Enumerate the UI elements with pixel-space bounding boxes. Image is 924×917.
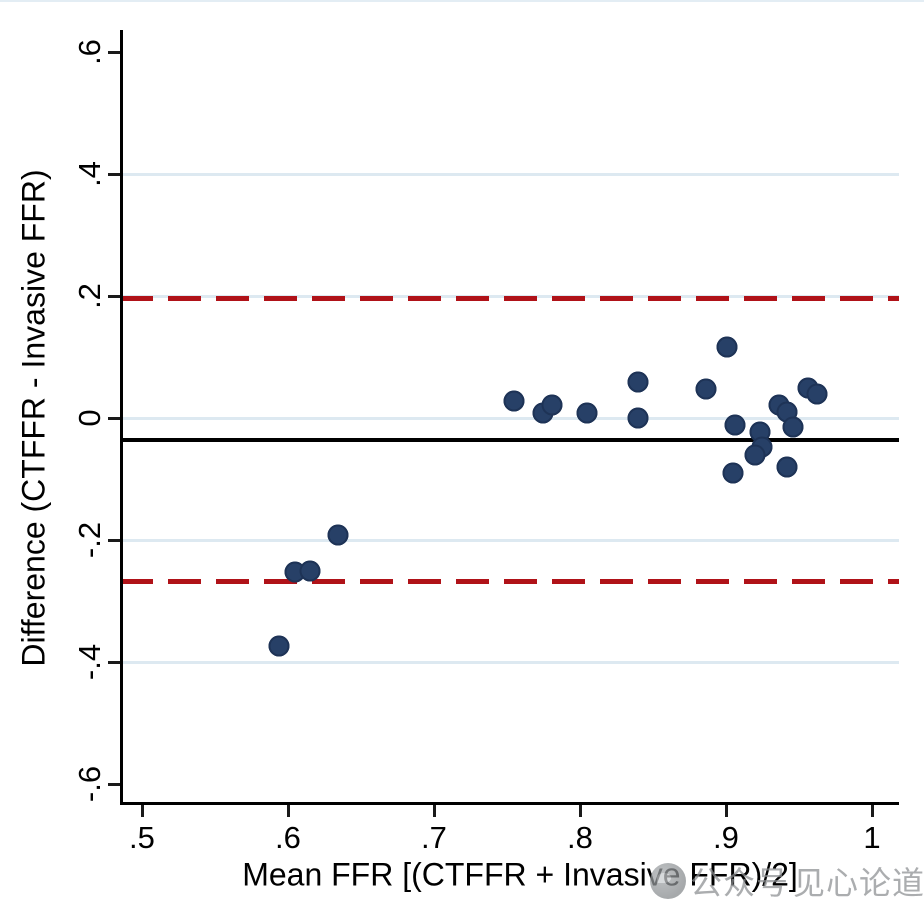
- mean-difference-line: [120, 438, 899, 443]
- y-tick-label: .2: [72, 283, 107, 309]
- data-point: [327, 524, 349, 546]
- y-tick: [108, 539, 120, 543]
- x-tick: [870, 805, 874, 817]
- data-point: [576, 402, 598, 424]
- data-point: [268, 635, 290, 657]
- y-tick-label: -.6: [72, 766, 107, 803]
- y-tick: [108, 783, 120, 787]
- y-tick: [108, 50, 120, 54]
- y-tick-label: -.2: [72, 522, 107, 559]
- data-point: [299, 560, 321, 582]
- y-axis-line: [120, 30, 123, 805]
- x-tick: [724, 805, 728, 817]
- x-tick: [578, 805, 582, 817]
- data-point: [722, 462, 744, 484]
- data-point: [724, 414, 746, 436]
- y-tick: [108, 417, 120, 421]
- y-tick-label: 0: [72, 409, 107, 427]
- gridline: [120, 539, 899, 543]
- y-axis-title: Difference (CTFFR - Invasive FFR): [15, 169, 52, 667]
- data-point: [541, 394, 563, 416]
- data-point: [744, 444, 766, 466]
- x-axis-line: [120, 802, 899, 805]
- y-tick: [108, 661, 120, 665]
- y-tick-label: .4: [72, 161, 107, 187]
- y-tick: [108, 173, 120, 177]
- data-point: [782, 416, 804, 438]
- data-point: [716, 336, 738, 358]
- gridline: [120, 417, 899, 421]
- x-tick-label: 1: [863, 820, 881, 855]
- x-tick-label: .5: [128, 820, 155, 855]
- y-tick-label: .6: [72, 39, 107, 65]
- upper-loa-line: [120, 295, 899, 301]
- data-point: [627, 371, 649, 393]
- x-tick-label: .7: [420, 820, 447, 855]
- data-point: [695, 378, 717, 400]
- figure-top-border: [0, 0, 924, 2]
- x-tick-label: .6: [274, 820, 301, 855]
- y-tick: [108, 295, 120, 299]
- x-tick-label: .8: [567, 820, 593, 855]
- x-tick: [140, 805, 144, 817]
- lower-loa-line: [120, 579, 899, 585]
- x-axis-title: Mean FFR [(CTFFR + Invasive FFR)/2]: [242, 856, 798, 893]
- data-point: [503, 390, 525, 412]
- data-point: [806, 383, 827, 405]
- y-tick-label: -.4: [72, 644, 107, 681]
- gridline: [120, 661, 899, 665]
- x-tick: [432, 805, 436, 817]
- data-point: [627, 407, 649, 429]
- x-tick-label: .9: [713, 820, 739, 855]
- gridline: [120, 173, 899, 177]
- watermark-name: 见心论道: [793, 865, 924, 901]
- x-tick: [286, 805, 290, 817]
- data-point: [776, 456, 798, 478]
